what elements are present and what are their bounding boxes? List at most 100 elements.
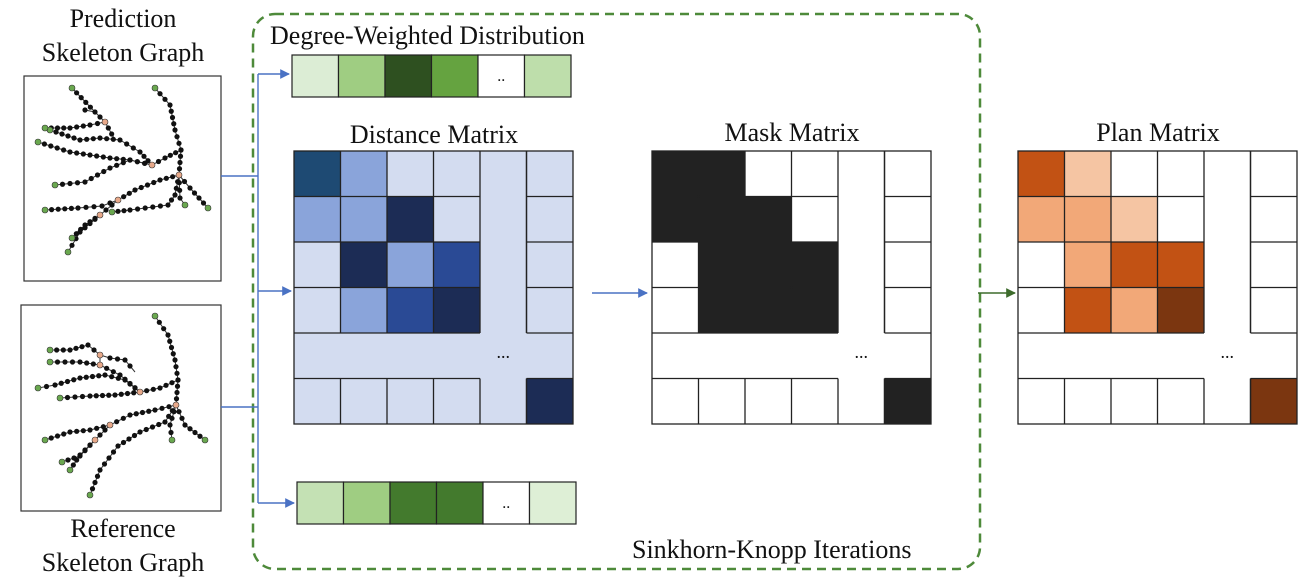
mask-matrix-ellipsis: ... [855, 342, 869, 362]
distance-matrix-cell [433, 287, 481, 334]
bottom-vector-cell [296, 481, 345, 525]
plan-matrix-cell [1203, 332, 1251, 379]
plan-matrix-ellipsis: ... [1221, 342, 1235, 362]
distance-matrix-cell [386, 378, 434, 425]
mask-matrix-cell [698, 241, 746, 288]
prediction-skeleton-graph [34, 84, 212, 256]
distance-matrix-ellipsis: ... [497, 342, 511, 362]
plan-matrix-cell [1250, 241, 1298, 288]
mask-matrix-cell [884, 150, 932, 197]
plan-matrix-cell [1157, 287, 1205, 334]
mask-matrix: ... [651, 150, 932, 425]
top-vector-cell [337, 54, 386, 98]
distance-matrix-cell [479, 150, 527, 197]
prediction-graph-box [23, 75, 222, 282]
distance-matrix-cell [386, 150, 434, 197]
reference-title-line1: Reference [70, 514, 176, 543]
bottom-vector-ellipsis: .. [502, 495, 510, 512]
mask-matrix-cell [791, 196, 839, 243]
distance-matrix-cell [526, 378, 574, 425]
plan-matrix-cell [1064, 378, 1112, 425]
distance-matrix-cell [340, 378, 388, 425]
plan-matrix-cell [1017, 287, 1065, 334]
distance-matrix-cell [479, 287, 527, 334]
bottom-vector-cell [482, 481, 531, 525]
mask-matrix-cell [884, 378, 932, 425]
distance-matrix-cell [433, 332, 481, 379]
plan-matrix-cell [1110, 332, 1158, 379]
mask-matrix-cell [791, 241, 839, 288]
plan-matrix-cell [1017, 150, 1065, 197]
distance-matrix-cell [526, 150, 574, 197]
plan-matrix-cell [1110, 241, 1158, 288]
mask-matrix-cell [744, 378, 792, 425]
distance-matrix-cell [386, 196, 434, 243]
distance-matrix-cell [340, 196, 388, 243]
reference-skeleton-graph [34, 312, 209, 499]
plan-matrix-cell [1157, 150, 1205, 197]
reference-title-line2: Skeleton Graph [41, 548, 205, 577]
bottom-degree-vector: .. [296, 481, 577, 525]
distance-matrix-cell [340, 150, 388, 197]
distance-matrix-cell [479, 241, 527, 288]
top-vector-cell [477, 54, 526, 98]
plan-matrix-cell [1203, 287, 1251, 334]
mask-matrix-cell [744, 241, 792, 288]
distance-matrix-cell [386, 287, 434, 334]
mask-matrix-cell [791, 378, 839, 425]
mask-matrix-cell [837, 241, 885, 288]
plan-matrix-cell [1250, 332, 1298, 379]
mask-matrix-cell [651, 332, 699, 379]
plan-matrix-gridlines [1017, 150, 1298, 425]
distance-matrix-cell [433, 196, 481, 243]
distance-matrix-cell [293, 150, 341, 197]
plan-matrix-cell [1250, 150, 1298, 197]
mask-matrix-cell [791, 332, 839, 379]
distance-matrix-cell [386, 241, 434, 288]
plan-matrix-cell [1064, 287, 1112, 334]
distance-matrix-cell [293, 241, 341, 288]
mask-matrix-cell [651, 196, 699, 243]
bottom-vector-cell [435, 481, 484, 525]
plan-matrix-cell [1250, 378, 1298, 425]
distance-matrix-cell [340, 241, 388, 288]
mask-matrix-cell [884, 287, 932, 334]
top-vector-cell [523, 54, 572, 98]
top-vector-ellipsis: .. [497, 68, 505, 85]
mask-matrix-cell [837, 287, 885, 334]
mask-matrix-cell [698, 150, 746, 197]
sinkhorn-dashed-frame [251, 12, 982, 571]
plan-matrix-cell [1017, 378, 1065, 425]
distance-matrix-cell [433, 378, 481, 425]
degree-weighted-label: Degree-Weighted Distribution [270, 21, 585, 50]
distance-matrix-cell [293, 287, 341, 334]
distance-matrix-cell [479, 332, 527, 379]
plan-matrix-cell [1157, 332, 1205, 379]
bottom-vector-cell [389, 481, 438, 525]
mask-matrix-cell [884, 196, 932, 243]
distance-matrix-gridlines [293, 150, 574, 425]
mask-matrix-cell [744, 196, 792, 243]
mask-matrix-gridlines [651, 150, 932, 425]
mask-matrix-cell [744, 287, 792, 334]
plan-matrix-cell [1110, 378, 1158, 425]
distance-matrix-cell [526, 332, 574, 379]
reference-graph-box [20, 304, 222, 512]
mask-matrix-cell [791, 287, 839, 334]
sinkhorn-iterations-label: Sinkhorn-Knopp Iterations [632, 535, 912, 564]
plan-matrix-cell [1110, 287, 1158, 334]
mask-matrix-cell [698, 287, 746, 334]
plan-matrix-cell [1064, 150, 1112, 197]
mask-matrix-cell [837, 378, 885, 425]
mask-matrix-cell [651, 287, 699, 334]
plan-matrix-cell [1250, 196, 1298, 243]
reference-graph-nodes [34, 312, 209, 499]
mask-matrix-cell [651, 241, 699, 288]
connector-arrows [221, 69, 1016, 508]
plan-matrix-cell [1110, 150, 1158, 197]
prediction-title-line1: Prediction [69, 4, 177, 33]
plan-matrix-cell [1157, 196, 1205, 243]
prediction-graph-nodes [34, 84, 212, 256]
top-vector-cell [291, 54, 340, 98]
plan-matrix-cell [1064, 241, 1112, 288]
